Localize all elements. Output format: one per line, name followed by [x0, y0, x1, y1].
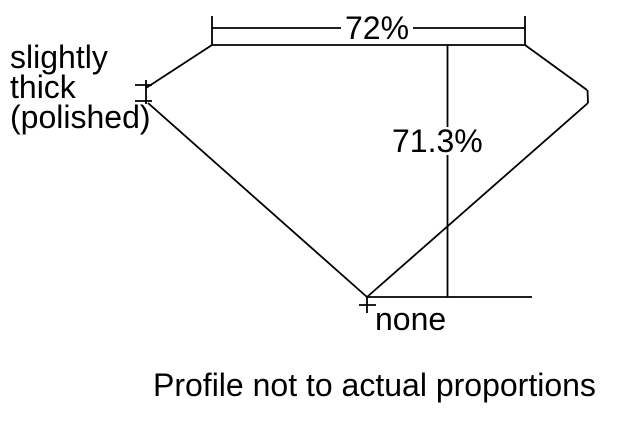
- caption: Profile not to actual proportions: [153, 367, 596, 403]
- girdle-edge-right: [586, 89, 589, 104]
- crown-facet-left: [145, 44, 213, 89]
- depth-percent-label: 71.3%: [388, 125, 487, 157]
- girdle-thickness-label: slightly thick (polished): [10, 39, 151, 135]
- pavilion-facet-left: [147, 102, 368, 298]
- culet-label: none: [375, 301, 447, 337]
- crown-facet-right: [524, 44, 588, 91]
- table-percent-label: 72%: [341, 12, 414, 44]
- pavilion-facet-right: [366, 102, 589, 298]
